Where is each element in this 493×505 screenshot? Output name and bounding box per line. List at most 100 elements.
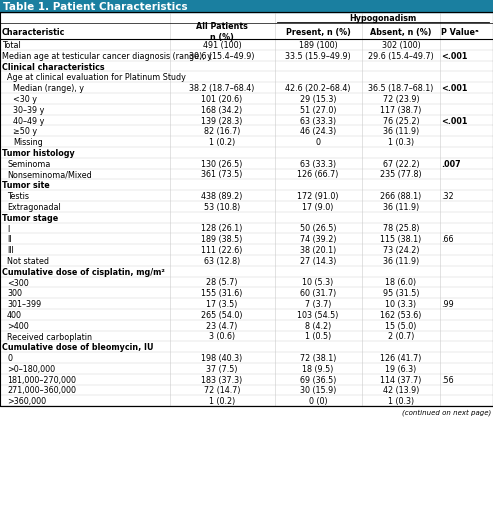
Text: 162 (53.6): 162 (53.6) [380, 310, 422, 319]
Text: 3 (0.6): 3 (0.6) [209, 332, 235, 341]
Text: >360,000: >360,000 [7, 396, 46, 406]
Text: Seminoma: Seminoma [7, 160, 50, 168]
Text: 36 (11.9): 36 (11.9) [383, 203, 419, 212]
Text: 7 (3.7): 7 (3.7) [305, 299, 331, 309]
Text: 30.6 (15.4–49.9): 30.6 (15.4–49.9) [189, 52, 255, 61]
Text: 168 (34.2): 168 (34.2) [201, 106, 243, 115]
Text: 53 (10.8): 53 (10.8) [204, 203, 240, 212]
Text: 72 (38.1): 72 (38.1) [300, 354, 336, 363]
Text: Tumor site: Tumor site [2, 181, 50, 190]
Text: .007: .007 [441, 160, 460, 168]
Text: Nonseminoma/Mixed: Nonseminoma/Mixed [7, 170, 92, 179]
Text: Table 1. Patient Characteristics: Table 1. Patient Characteristics [3, 2, 188, 12]
Text: Total: Total [2, 41, 21, 50]
Text: 271,000–360,000: 271,000–360,000 [7, 386, 76, 395]
Text: Characteristic: Characteristic [2, 27, 66, 36]
Text: All Patients
n (%): All Patients n (%) [196, 22, 248, 42]
Text: 60 (31.7): 60 (31.7) [300, 289, 336, 298]
Text: 69 (36.5): 69 (36.5) [300, 375, 336, 384]
Text: 139 (28.3): 139 (28.3) [201, 116, 243, 125]
Text: 117 (38.7): 117 (38.7) [380, 106, 422, 115]
Text: 63 (12.8): 63 (12.8) [204, 257, 240, 265]
Text: 72 (23.9): 72 (23.9) [383, 95, 420, 104]
Text: Cumulative dose of cisplatin, mg/m²: Cumulative dose of cisplatin, mg/m² [2, 267, 165, 276]
Text: 17 (9.0): 17 (9.0) [302, 203, 334, 212]
Text: .32: .32 [441, 192, 454, 200]
Text: 19 (6.3): 19 (6.3) [386, 364, 417, 373]
Text: 74 (39.2): 74 (39.2) [300, 235, 336, 244]
Text: 95 (31.5): 95 (31.5) [383, 289, 419, 298]
Text: 67 (22.2): 67 (22.2) [383, 160, 420, 168]
Text: 29 (15.3): 29 (15.3) [300, 95, 336, 104]
Text: 27 (14.3): 27 (14.3) [300, 257, 336, 265]
Text: 28 (5.7): 28 (5.7) [206, 278, 238, 287]
Bar [0, 13, 493, 407]
Text: 73 (24.2): 73 (24.2) [383, 245, 419, 255]
Text: 172 (91.0): 172 (91.0) [297, 192, 339, 200]
Text: I: I [7, 224, 9, 233]
Text: 30 (15.9): 30 (15.9) [300, 386, 336, 395]
Text: 18 (9.5): 18 (9.5) [302, 364, 334, 373]
Text: Not stated: Not stated [7, 257, 49, 265]
Text: 111 (22.6): 111 (22.6) [201, 245, 243, 255]
Text: 10 (5.3): 10 (5.3) [302, 278, 334, 287]
Text: 266 (88.1): 266 (88.1) [381, 192, 422, 200]
Text: Tumor stage: Tumor stage [2, 213, 58, 222]
Text: III: III [7, 245, 14, 255]
Text: 63 (33.3): 63 (33.3) [300, 116, 336, 125]
Text: 42 (13.9): 42 (13.9) [383, 386, 419, 395]
Text: 10 (3.3): 10 (3.3) [386, 299, 417, 309]
Text: Cumulative dose of bleomycin, IU: Cumulative dose of bleomycin, IU [2, 342, 153, 351]
Text: 181,000–270,000: 181,000–270,000 [7, 375, 76, 384]
Text: 114 (37.7): 114 (37.7) [380, 375, 422, 384]
Text: 38 (20.1): 38 (20.1) [300, 245, 336, 255]
Text: <.001: <.001 [441, 52, 467, 61]
Text: Median age at testicular cancer diagnosis (range), y: Median age at testicular cancer diagnosi… [2, 52, 212, 61]
Bar [0, 24, 493, 40]
Text: Missing: Missing [13, 138, 43, 147]
Text: 0 (0): 0 (0) [309, 396, 327, 406]
Text: .99: .99 [441, 299, 454, 309]
Text: 1 (0.3): 1 (0.3) [388, 396, 414, 406]
Text: 103 (54.5): 103 (54.5) [297, 310, 339, 319]
Text: 38.2 (18.7–68.4): 38.2 (18.7–68.4) [189, 84, 255, 93]
Text: .66: .66 [441, 235, 454, 244]
Text: Received carboplatin: Received carboplatin [7, 332, 92, 341]
Text: 2 (0.7): 2 (0.7) [388, 332, 414, 341]
Text: 37 (7.5): 37 (7.5) [206, 364, 238, 373]
Text: Clinical characteristics: Clinical characteristics [2, 63, 105, 71]
Text: 36.5 (18.7–68.1): 36.5 (18.7–68.1) [368, 84, 434, 93]
Text: 40–49 y: 40–49 y [13, 116, 44, 125]
Text: P Valueᵃ: P Valueᵃ [441, 27, 479, 36]
Text: .56: .56 [441, 375, 454, 384]
Text: Hypogonadism: Hypogonadism [350, 14, 417, 23]
Text: 189 (38.5): 189 (38.5) [201, 235, 243, 244]
Text: Testis: Testis [7, 192, 29, 200]
Text: 1 (0.2): 1 (0.2) [209, 396, 235, 406]
Text: 1 (0.2): 1 (0.2) [209, 138, 235, 147]
Text: 101 (20.6): 101 (20.6) [201, 95, 243, 104]
Text: <300: <300 [7, 278, 29, 287]
Text: 23 (4.7): 23 (4.7) [206, 321, 238, 330]
Text: 301–399: 301–399 [7, 299, 41, 309]
Text: <.001: <.001 [441, 116, 467, 125]
Text: 1 (0.3): 1 (0.3) [388, 138, 414, 147]
Text: ≥50 y: ≥50 y [13, 127, 37, 136]
Text: 72 (14.7): 72 (14.7) [204, 386, 240, 395]
Text: 0: 0 [7, 354, 12, 363]
Text: 36 (11.9): 36 (11.9) [383, 127, 419, 136]
Text: 18 (6.0): 18 (6.0) [386, 278, 417, 287]
Text: >0–180,000: >0–180,000 [7, 364, 55, 373]
Text: 302 (100): 302 (100) [382, 41, 421, 50]
Text: 189 (100): 189 (100) [299, 41, 337, 50]
Text: Age at clinical evaluation for Platinum Study: Age at clinical evaluation for Platinum … [7, 73, 186, 82]
Text: 76 (25.2): 76 (25.2) [383, 116, 420, 125]
Text: 126 (41.7): 126 (41.7) [380, 354, 422, 363]
Text: Extragonadal: Extragonadal [7, 203, 61, 212]
Text: 235 (77.8): 235 (77.8) [380, 170, 422, 179]
Text: 400: 400 [7, 310, 22, 319]
Text: 1 (0.5): 1 (0.5) [305, 332, 331, 341]
Text: 8 (4.2): 8 (4.2) [305, 321, 331, 330]
Text: <30 y: <30 y [13, 95, 37, 104]
Text: 183 (37.3): 183 (37.3) [201, 375, 243, 384]
